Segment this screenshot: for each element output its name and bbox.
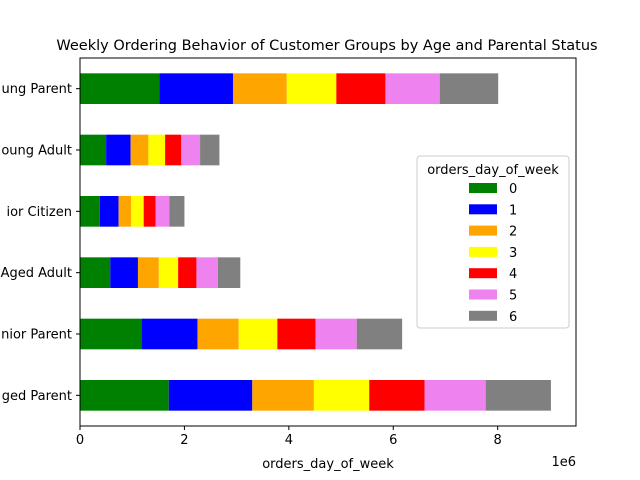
- bar-segment: [131, 196, 144, 227]
- bar-segment: [99, 196, 119, 227]
- bar-segment: [369, 380, 425, 411]
- bar-segment: [80, 73, 160, 104]
- bar-segment: [165, 134, 182, 166]
- bar-segment: [80, 257, 111, 288]
- legend-label: 5: [509, 289, 517, 304]
- y-tick-label: ung Parent: [2, 82, 72, 97]
- y-tick-label: ged Parent: [2, 389, 72, 404]
- bar-segment: [252, 380, 314, 411]
- bar-segment: [315, 318, 357, 350]
- legend-swatch: [469, 183, 497, 193]
- x-tick-label: 0: [76, 433, 84, 448]
- chart-title: Weekly Ordering Behavior of Customer Gro…: [56, 38, 597, 54]
- legend-frame: [416, 155, 570, 329]
- bar-segment: [181, 134, 201, 166]
- y-tick-label: oung Adult: [1, 144, 72, 159]
- x-tick-label: 4: [285, 433, 293, 448]
- bar-segment: [196, 257, 218, 288]
- legend: orders_day_of_week 0 1 2 3 4 5 6: [416, 155, 570, 329]
- legend-label: 4: [509, 267, 517, 282]
- bar-segment: [217, 257, 241, 288]
- legend-swatch: [469, 268, 497, 279]
- bar-segment: [118, 196, 132, 227]
- bar-segment: [141, 318, 198, 350]
- x-axis-scale-label: 1e6: [551, 455, 576, 470]
- legend-swatch: [469, 204, 497, 215]
- bar-segment: [385, 73, 440, 104]
- bar-segment: [148, 134, 166, 166]
- legend-swatch: [469, 225, 497, 236]
- bar-segment: [159, 73, 233, 104]
- bar-segment: [200, 134, 220, 166]
- bars-group: [80, 73, 551, 411]
- bar-segment: [137, 257, 159, 288]
- x-tick-label: 2: [180, 433, 188, 448]
- bar-segment: [168, 380, 253, 411]
- bar-segment: [110, 257, 138, 288]
- bar-segment: [277, 318, 316, 350]
- bar-segment: [286, 73, 337, 104]
- bar-segment: [356, 318, 403, 350]
- legend-label: 2: [509, 225, 517, 240]
- bar-segment: [424, 380, 486, 411]
- legend-swatch: [469, 246, 497, 257]
- x-tick-label: 6: [389, 433, 397, 448]
- y-tick-label: nior Parent: [1, 328, 72, 343]
- bar-segment: [80, 318, 142, 350]
- bar-segment: [155, 196, 170, 227]
- bar-segment: [313, 380, 370, 411]
- bar-segment: [80, 134, 107, 166]
- x-axis-label: orders_day_of_week: [262, 457, 394, 472]
- bar-segment: [158, 257, 179, 288]
- bar-segment: [130, 134, 149, 166]
- plot-frame: [79, 57, 577, 427]
- legend-label: 1: [509, 203, 517, 218]
- legend-title: orders_day_of_week: [427, 163, 559, 178]
- bar-segment: [80, 196, 100, 227]
- bar-segment: [106, 134, 131, 166]
- legend-swatch: [469, 289, 497, 300]
- bar-segment: [336, 73, 386, 104]
- bar-segment: [178, 257, 197, 288]
- legend-swatch: [469, 310, 497, 321]
- bar-segment: [143, 196, 156, 227]
- legend-label: 0: [509, 182, 517, 197]
- bar-segment: [485, 380, 551, 411]
- bar-segment: [197, 318, 239, 350]
- bar-segment: [439, 73, 499, 104]
- legend-label: 3: [509, 246, 517, 261]
- y-tick-label: Aged Adult: [1, 266, 72, 281]
- x-axis-ticks: 0 2 4 6 8: [76, 426, 502, 448]
- legend-label: 6: [509, 310, 517, 325]
- bar-segment: [238, 318, 278, 350]
- bar-segment: [80, 380, 169, 411]
- x-tick-label: 8: [494, 433, 502, 448]
- bar-segment: [169, 196, 185, 227]
- y-tick-label: ior Citizen: [6, 205, 72, 220]
- bar-segment: [232, 73, 287, 104]
- y-axis-ticks: ged Parent nior Parent Aged Adult ior Citiz…: [1, 82, 80, 404]
